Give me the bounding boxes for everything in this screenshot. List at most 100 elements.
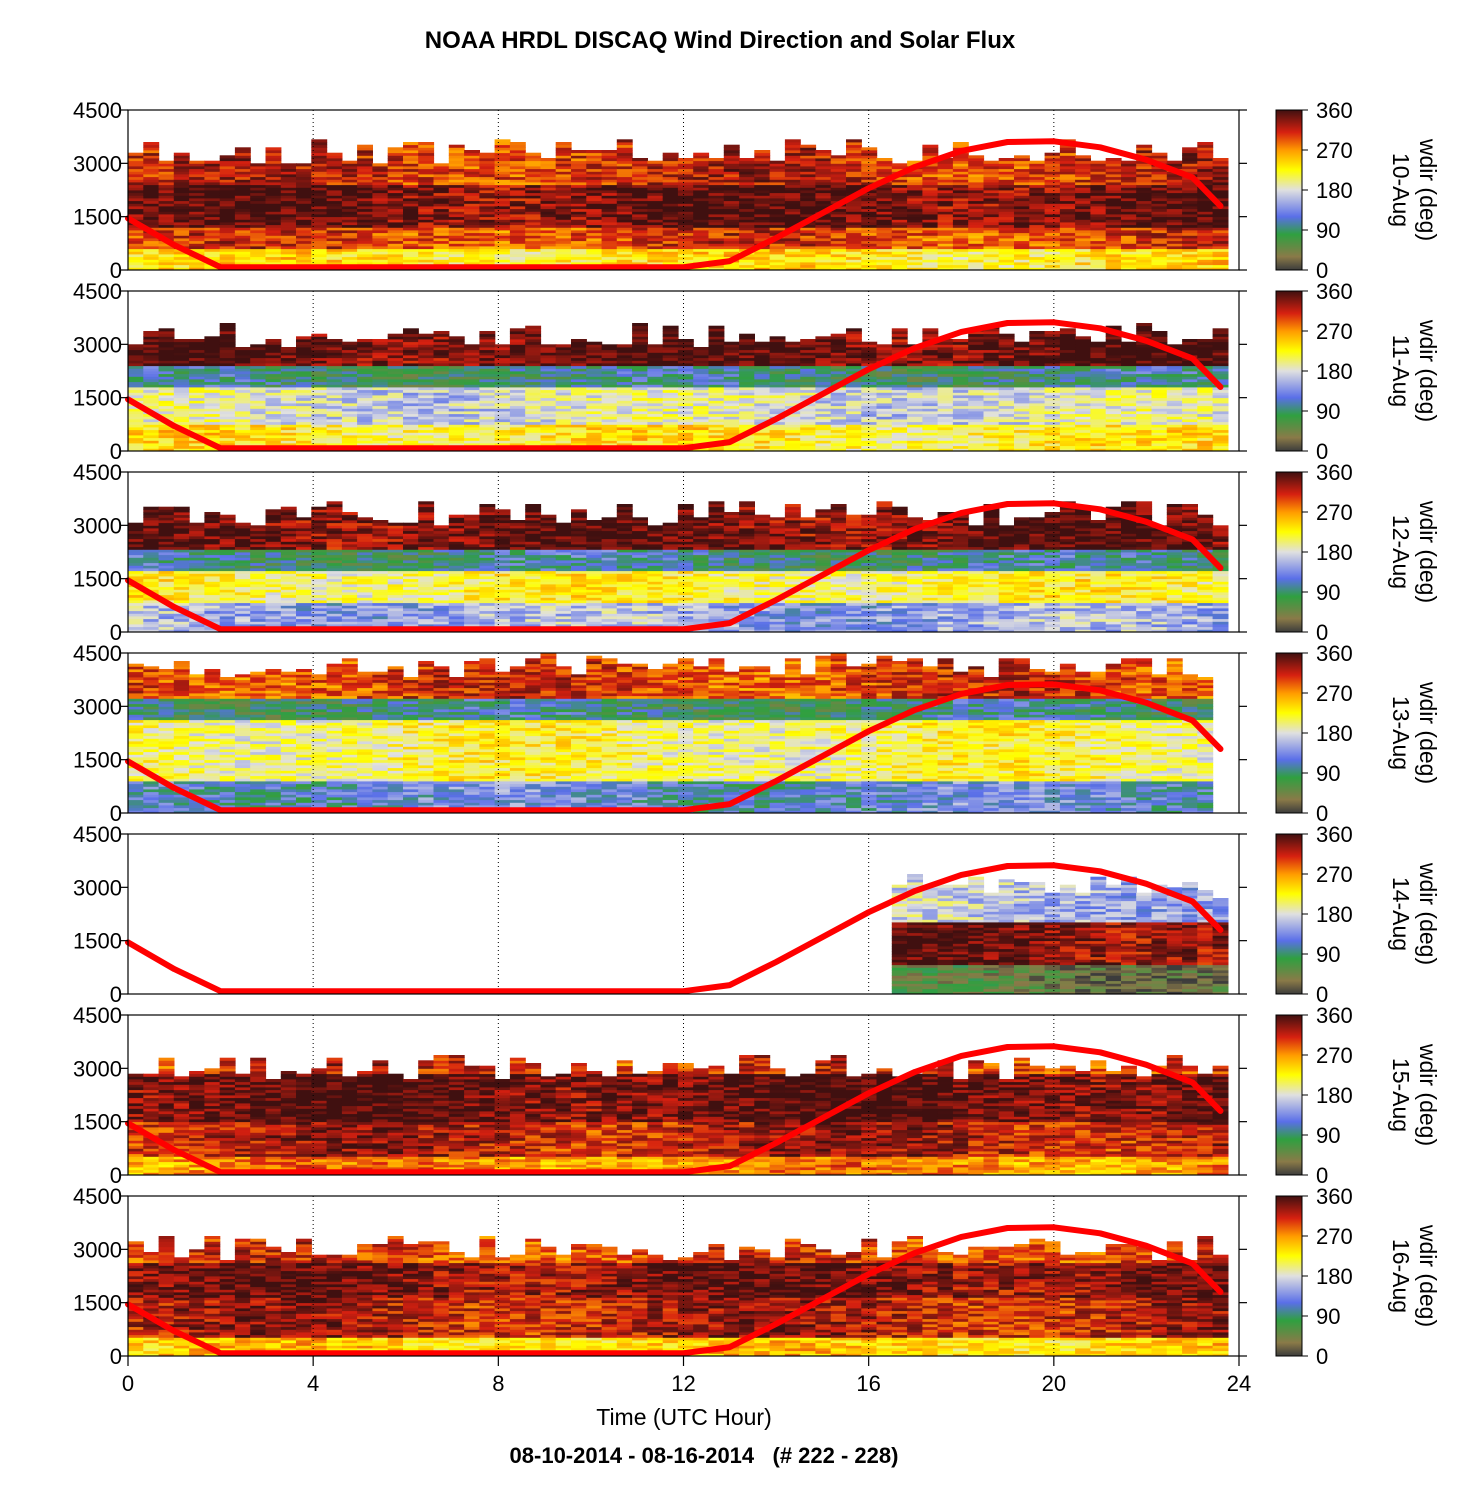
heatmap-cell: [189, 209, 205, 212]
heatmap-cell: [877, 198, 893, 201]
heatmap-cell: [846, 265, 862, 268]
heatmap-cell: [510, 158, 526, 161]
heatmap-cell: [220, 225, 236, 228]
heatmap-cell: [541, 214, 557, 217]
heatmap-cell: [724, 166, 740, 169]
heatmap-cell: [815, 225, 831, 228]
heatmap-cell: [174, 198, 190, 201]
heatmap-cell: [281, 177, 297, 180]
heatmap-cell: [739, 222, 755, 225]
heatmap-cell: [250, 174, 266, 177]
heatmap-cell: [495, 182, 511, 185]
heatmap-cell: [922, 177, 938, 180]
heatmap-cell: [770, 182, 786, 185]
heatmap-cell: [877, 249, 893, 252]
heatmap-cell: [586, 190, 602, 193]
heatmap-cell: [174, 193, 190, 196]
heatmap-cell: [556, 190, 572, 193]
heatmap-cell: [571, 249, 587, 252]
heatmap-cell: [128, 193, 144, 196]
heatmap-cell: [877, 166, 893, 169]
heatmap-cell: [586, 206, 602, 209]
heatmap-cell: [586, 153, 602, 156]
heatmap-cell: [189, 238, 205, 241]
heatmap-cell: [846, 254, 862, 257]
heatmap-cell: [449, 230, 465, 233]
heatmap-cell: [311, 139, 327, 142]
heatmap-cell: [418, 201, 434, 204]
heatmap-cell: [815, 254, 831, 257]
heatmap-cell: [647, 161, 663, 164]
heatmap-cell: [311, 193, 327, 196]
heatmap-cell: [617, 233, 633, 236]
heatmap-cell: [372, 230, 388, 233]
heatmap-cell: [846, 185, 862, 188]
heatmap-cell: [143, 241, 159, 244]
heatmap-cell: [663, 185, 679, 188]
heatmap-cell: [602, 206, 618, 209]
heatmap-cell: [556, 246, 572, 249]
heatmap-cell: [403, 214, 419, 217]
heatmap-cell: [510, 233, 526, 236]
heatmap-cell: [556, 177, 572, 180]
heatmap-cell: [495, 225, 511, 228]
heatmap-cell: [525, 169, 541, 172]
heatmap-cell: [266, 246, 282, 249]
heatmap-cell: [938, 249, 954, 252]
heatmap-cell: [159, 201, 175, 204]
heatmap-cell: [464, 169, 480, 172]
heatmap-cell: [311, 174, 327, 177]
heatmap-cell: [266, 153, 282, 156]
heatmap-cell: [418, 222, 434, 225]
heatmap-cell: [525, 238, 541, 241]
heatmap-cell: [128, 169, 144, 172]
heatmap-cell: [204, 193, 220, 196]
heatmap-cell: [922, 246, 938, 249]
heatmap-cell: [739, 201, 755, 204]
heatmap-cell: [372, 182, 388, 185]
heatmap-cell: [403, 233, 419, 236]
heatmap-cell: [281, 206, 297, 209]
heatmap-cell: [525, 177, 541, 180]
heatmap-cell: [877, 230, 893, 233]
heatmap-cell: [632, 190, 648, 193]
heatmap-cell: [449, 182, 465, 185]
heatmap-cell: [892, 163, 908, 166]
heatmap-cell: [235, 147, 251, 150]
heatmap-cell: [571, 169, 587, 172]
heatmap-cell: [617, 222, 633, 225]
heatmap-cell: [785, 217, 801, 220]
heatmap-cell: [220, 182, 236, 185]
heatmap-cell: [189, 246, 205, 249]
heatmap-cell: [724, 201, 740, 204]
heatmap-cell: [495, 185, 511, 188]
heatmap-cell: [143, 150, 159, 153]
heatmap-cell: [464, 177, 480, 180]
heatmap-cell: [510, 222, 526, 225]
heatmap-cell: [770, 185, 786, 188]
heatmap-cell: [525, 198, 541, 201]
heatmap-cell: [235, 206, 251, 209]
heatmap-cell: [571, 190, 587, 193]
heatmap-cell: [602, 241, 618, 244]
heatmap-cell: [449, 153, 465, 156]
heatmap-cell: [128, 185, 144, 188]
heatmap-cell: [281, 246, 297, 249]
heatmap-cell: [525, 257, 541, 260]
heatmap-cell: [877, 169, 893, 172]
heatmap-cell: [250, 185, 266, 188]
heatmap-cell: [143, 177, 159, 180]
heatmap-cell: [754, 262, 770, 265]
heatmap-cell: [693, 225, 709, 228]
heatmap-cell: [403, 206, 419, 209]
heatmap-cell: [678, 254, 694, 257]
heatmap-cell: [327, 185, 343, 188]
heatmap-cell: [861, 161, 877, 164]
heatmap-cell: [464, 161, 480, 164]
heatmap-cell: [174, 161, 190, 164]
heatmap-cell: [556, 201, 572, 204]
heatmap-cell: [770, 254, 786, 257]
heatmap-cell: [281, 190, 297, 193]
heatmap-cell: [632, 233, 648, 236]
heatmap-cell: [327, 169, 343, 172]
